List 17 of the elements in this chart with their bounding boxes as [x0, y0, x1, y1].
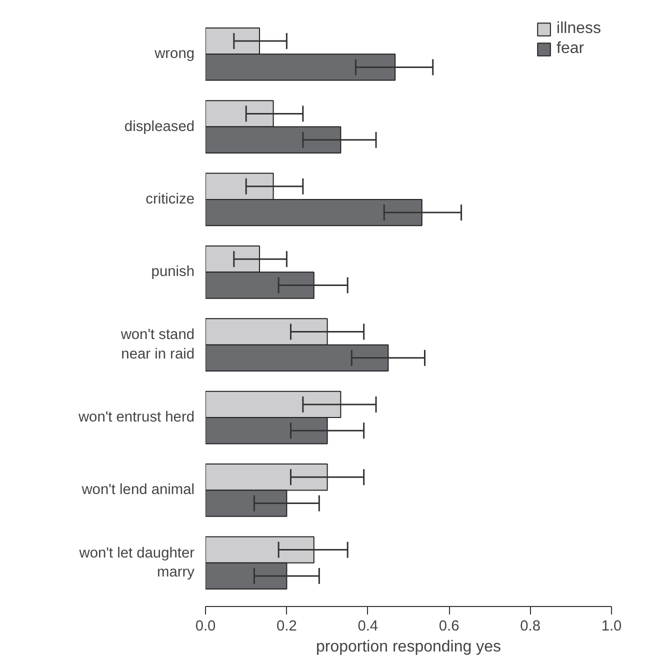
- x-tick-label: 0.4: [358, 618, 378, 634]
- y-tick-label: won't lend animal: [80, 482, 195, 498]
- y-tick-label: won't entrust herd: [77, 410, 195, 426]
- y-tick-label: won't stand near in raid: [120, 327, 195, 362]
- x-tick-label: 1.0: [601, 618, 622, 634]
- x-tick-label: 0.0: [195, 618, 216, 634]
- y-tick-label: displeased: [124, 118, 195, 135]
- legend-label: illness: [556, 20, 601, 38]
- x-axis-title: proportion responding yes: [316, 638, 502, 656]
- x-tick-label: 0.6: [438, 618, 460, 634]
- y-tick-label: wrong: [154, 46, 195, 62]
- x-tick-label: 0.8: [520, 618, 540, 634]
- legend-label: fear: [556, 40, 584, 58]
- y-tick-label: criticize: [146, 191, 195, 208]
- y-tick-label: punish: [151, 264, 195, 280]
- x-tick-label: 0.2: [276, 618, 297, 634]
- y-tick-label: won't let daughter marry: [78, 545, 196, 580]
